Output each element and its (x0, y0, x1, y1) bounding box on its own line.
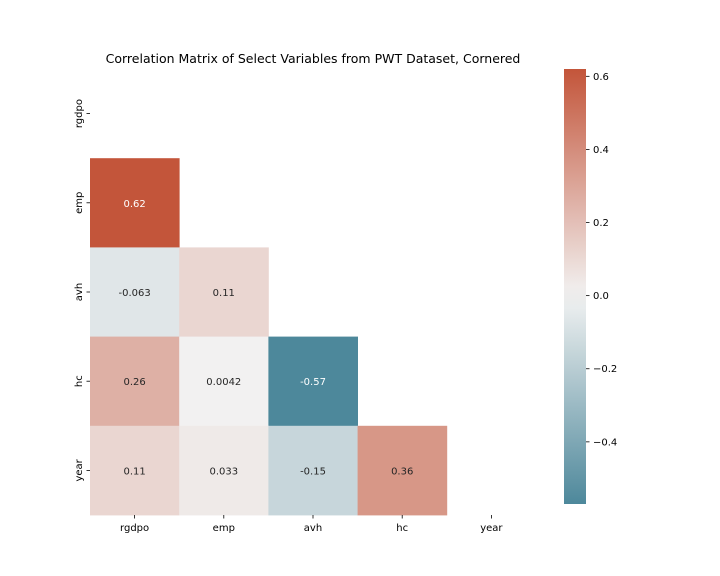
cell-value-label: 0.62 (123, 199, 145, 210)
heatmap-cell-year-rgdpo (90, 425, 180, 516)
colorbar-tick-label: −0.2 (593, 364, 617, 375)
cell-value-label: -0.15 (300, 466, 326, 477)
heatmap-cell-emp-rgdpo (90, 158, 180, 248)
cell-value-label: 0.11 (123, 466, 145, 477)
x-tick-label-rgdpo: rgdpo (120, 523, 149, 534)
cell-value-label: 0.0042 (206, 377, 241, 388)
x-tick-label-emp: emp (213, 523, 235, 534)
y-tick-label-year: year (74, 458, 85, 481)
x-tick-label-avh: avh (304, 523, 322, 534)
heatmap-cell-year-avh (268, 425, 358, 516)
heatmap-cell-year-hc (357, 425, 448, 516)
heatmap-cell-year-emp (179, 425, 269, 516)
heatmap-cell-avh-rgdpo (90, 247, 180, 337)
colorbar-tick-label: 0.6 (593, 72, 609, 83)
y-axis-ticks: rgdpo emp avh hc year (74, 99, 90, 482)
cell-value-label: 0.36 (391, 466, 413, 477)
y-tick-label-rgdpo: rgdpo (74, 99, 85, 128)
cell-value-label: 0.033 (209, 466, 238, 477)
heatmap-cell-avh-emp (179, 247, 269, 337)
cell-value-label: 0.11 (213, 288, 235, 299)
cell-value-label: -0.063 (118, 288, 150, 299)
colorbar-tick-label: 0.4 (593, 145, 609, 156)
x-axis-ticks: rgdpo emp avh hc year (120, 515, 503, 534)
heatmap-cells: 0.62 -0.063 0.11 0.26 0.0042 -0.57 0.11 0.033 -0… (90, 158, 448, 516)
cell-value-label: 0.26 (123, 377, 145, 388)
cell-value-label: -0.57 (300, 377, 326, 388)
x-tick-label-year: year (480, 523, 503, 534)
colorbar-tick-label: 0.0 (593, 291, 609, 302)
colorbar: 0.6 0.4 0.2 0.0 −0.2 −0.4 (564, 69, 617, 504)
x-tick-label-hc: hc (396, 523, 408, 534)
y-tick-label-hc: hc (74, 375, 85, 387)
heatmap-cell-hc-rgdpo (90, 336, 180, 427)
heatmap-cell-hc-avh (268, 336, 358, 427)
heatmap-cell-hc-emp (179, 336, 269, 427)
chart-title: Correlation Matrix of Select Variables f… (106, 51, 521, 66)
y-tick-label-avh: avh (74, 283, 85, 301)
y-tick-label-emp: emp (74, 192, 85, 214)
colorbar-gradient (564, 69, 586, 504)
colorbar-tick-label: 0.2 (593, 218, 609, 229)
colorbar-tick-label: −0.4 (593, 437, 617, 448)
